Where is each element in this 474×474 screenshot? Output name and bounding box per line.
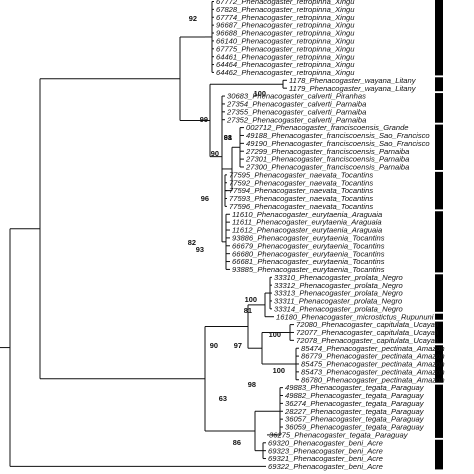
tip-label: 72080_Phenacogaster_capitulata_Ucayali <box>296 320 439 329</box>
support-value: 100 <box>254 89 266 98</box>
support-value: 82 <box>188 238 196 247</box>
tip-label: 86779_Phenacogaster_pectinata_Amazon <box>301 352 445 361</box>
support-value: 96 <box>201 194 209 203</box>
tip-label: 69321_Phenacogaster_beni_Acre <box>268 454 383 463</box>
tip-label: 67772_Phenacogaster_retropinna_Xingu <box>216 0 355 6</box>
tip-label: 27300_Phenacogaster_franciscoensis_Parna… <box>245 163 409 172</box>
tip-label: 77595_Phenacogaster_naevata_Tocantins <box>229 170 373 179</box>
tip-label: 96688_Phenacogaster_retropinna_Xingu <box>216 29 355 38</box>
tip-label: 33310_Phenacogaster_prolata_Negro <box>274 273 403 282</box>
support-value: 81 <box>244 306 252 315</box>
tree-branches <box>0 1 299 467</box>
tip-label: 67775_Phenacogaster_retropinna_Xingu <box>216 44 355 53</box>
tip-label: 33314_Phenacogaster_prolata_Negro <box>274 304 403 313</box>
tip-label: 27354_Phenacogaster_calverti_Parnaiba <box>226 100 366 109</box>
tip-label: 69320_Phenacogaster_beni_Acre <box>268 438 383 447</box>
tip-label: 27299_Phenacogaster_franciscoensis_Parna… <box>245 147 409 156</box>
clade-bar <box>435 0 443 76</box>
support-value: 93 <box>196 245 204 254</box>
tip-label: 49882_Phenacogaster_tegata_Paraguay <box>285 391 425 400</box>
clade-bar <box>435 321 443 344</box>
tip-label: 72078_Phenacogaster_capitulata_Ucayali <box>296 336 439 345</box>
clade-bar <box>435 274 443 312</box>
tip-label: 16180_Phenacogaster_microstictus_Rupunun… <box>276 312 434 321</box>
tip-label: 49188_Phenacogaster_franciscoensis_Sao_F… <box>246 131 430 140</box>
tip-label: 66680_Phenacogaster_eurytaenia_Tocantins <box>232 249 385 258</box>
clade-bar <box>435 211 443 273</box>
support-value: 81 <box>224 133 232 142</box>
support-value: 90 <box>210 341 218 350</box>
support-value: 98 <box>248 380 256 389</box>
tip-label: 27355_Phenacogaster_calverti_Parnaiba <box>226 107 366 116</box>
clade-bar <box>435 345 443 383</box>
tip-label: 36274_Phenacogaster_tegata_Paraguay <box>285 399 425 408</box>
tip-label: 11612_Phenacogaster_eurytaenia_Araguaia <box>232 226 382 235</box>
tip-label: 64462_Phenacogaster_retropinna_Xingu <box>216 68 355 77</box>
support-value: 100 <box>273 366 285 375</box>
tip-label: 28227_Phenacogaster_tegata_Paraguay <box>284 407 425 416</box>
clade-bar <box>435 77 443 92</box>
tip-label: 77592_Phenacogaster_naevata_Tocantins <box>229 178 373 187</box>
clade-bar <box>435 93 443 123</box>
tip-label: 27352_Phenacogaster_calverti_Parnaiba <box>226 115 366 124</box>
tip-label: 36059_Phenacogaster_tegata_Paraguay <box>285 423 425 432</box>
clade-bar <box>435 171 443 210</box>
support-value: 97 <box>234 341 242 350</box>
support-value: 100 <box>269 330 281 339</box>
tip-label: 85475_Phenacogaster_pectinata_Amazon <box>301 360 445 369</box>
support-value: 90 <box>211 149 219 158</box>
tip-labels: 67772_Phenacogaster_retropinna_Xingu6782… <box>216 0 445 471</box>
tip-label: 85473_Phenacogaster_pectinata_Amazon <box>301 367 445 376</box>
tip-label: 002712_Phenacogaster_franciscoensis_Gran… <box>246 123 409 132</box>
tip-label: 30683_Phenacogaster_calverti_Piranhas <box>227 92 366 101</box>
clade-bar <box>435 384 443 438</box>
tip-label: 66681_Phenacogaster_eurytaenia_Tocantins <box>232 257 385 266</box>
clade-bar <box>435 439 443 470</box>
support-value: 86 <box>233 438 241 447</box>
tip-label: 64461_Phenacogaster_retropinna_Xingu <box>216 52 355 61</box>
tip-label: 33313_Phenacogaster_prolata_Negro <box>274 289 403 298</box>
support-value: 92 <box>189 14 197 23</box>
tip-label: 77596_Phenacogaster_naevata_Tocantins <box>229 202 373 211</box>
tip-label: 33311_Phenacogaster_prolata_Negro <box>274 297 402 306</box>
tip-label: 11610_Phenacogaster_eurytaenia_Araguaia <box>232 210 382 219</box>
tip-label: 77594_Phenacogaster_naevata_Tocantins <box>229 186 373 195</box>
tip-label: 64464_Phenacogaster_retropinna_Xingu <box>216 60 355 69</box>
tip-label: 36057_Phenacogaster_tegata_Paraguay <box>285 415 425 424</box>
tip-label: 27301_Phenacogaster_franciscoensis_Parna… <box>245 155 409 164</box>
tip-label: 11611_Phenacogaster_eurytaenia_Araguaia <box>232 218 382 227</box>
clade-bar <box>435 124 443 170</box>
tip-label: 93885_Phenacogaster_eurytaenia_Tocantins <box>232 265 385 274</box>
tip-label: 66679_Phenacogaster_eurytaenia_Tocantins <box>232 241 385 250</box>
tip-label: 77593_Phenacogaster_naevata_Tocantins <box>229 194 373 203</box>
support-value: 100 <box>245 295 257 304</box>
clade-bars <box>435 0 443 470</box>
tip-label: 69322_Phenacogaster_beni_Acre <box>268 462 383 471</box>
tip-label: 72077_Phenacogaster_capitulata_Ucayali <box>296 328 439 337</box>
support-value: 98 <box>224 133 232 142</box>
support-value: 63 <box>219 394 227 403</box>
tip-label: 49190_Phenacogaster_franciscoensis_Sao_F… <box>246 139 430 148</box>
tip-label: 93886_Phenacogaster_eurytaenia_Tocantins <box>232 234 385 243</box>
tip-label: 69323_Phenacogaster_beni_Acre <box>268 446 383 455</box>
tip-label: 49883_Phenacogaster_tegata_Paraguay <box>285 383 425 392</box>
clade-bar <box>435 313 443 320</box>
support-value: 99 <box>200 115 208 124</box>
tip-label: 36275_Phenacogaster_tegata_Paraguay <box>269 431 409 440</box>
tip-label: 86780_Phenacogaster_pectinata_Amazon <box>301 375 445 384</box>
tip-label: 67774_Phenacogaster_retropinna_Xingu <box>216 13 355 22</box>
tip-label: 1178_Phenacogaster_wayana_Litany <box>289 76 417 85</box>
tip-label: 67828_Phenacogaster_retropinna_Xingu <box>216 5 355 14</box>
tip-label: 1179_Phenacogaster_wayana_Litany <box>289 84 417 93</box>
tip-label: 85474_Phenacogaster_pectinata_Amazon <box>301 344 445 353</box>
tip-label: 96687_Phenacogaster_retropinna_Xingu <box>216 21 355 30</box>
tip-label: 33312_Phenacogaster_prolata_Negro <box>274 281 403 290</box>
tip-label: 66140_Phenacogaster_retropinna_Xingu <box>216 37 355 46</box>
